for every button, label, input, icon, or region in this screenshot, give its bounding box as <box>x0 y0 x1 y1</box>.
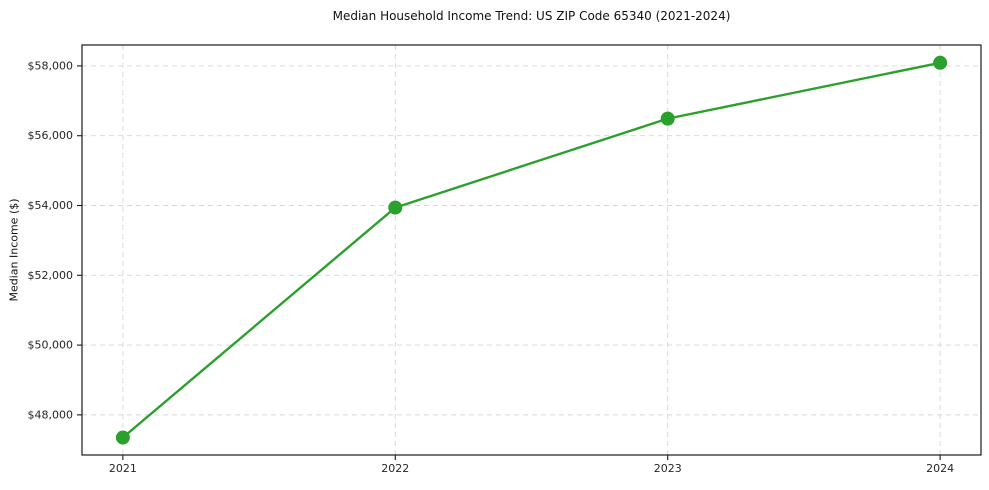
x-tick-label: 2024 <box>926 462 954 475</box>
x-tick-label: 2022 <box>381 462 409 475</box>
y-tick-label: $58,000 <box>28 59 74 72</box>
x-tick-label: 2021 <box>109 462 137 475</box>
x-tick-label: 2023 <box>654 462 682 475</box>
plot-border <box>81 44 982 456</box>
y-tick-label: $56,000 <box>28 129 74 142</box>
data-point-marker <box>660 111 675 126</box>
y-tick-label: $48,000 <box>28 408 74 421</box>
series-line <box>121 61 942 439</box>
y-tick-label: $54,000 <box>28 199 74 212</box>
y-tick-label: $52,000 <box>28 269 74 282</box>
chart-title: Median Household Income Trend: US ZIP Co… <box>332 9 731 23</box>
data-point-marker <box>388 200 403 215</box>
data-point-marker <box>933 55 948 70</box>
y-tick-label: $50,000 <box>28 339 74 352</box>
data-point-marker <box>115 430 130 445</box>
